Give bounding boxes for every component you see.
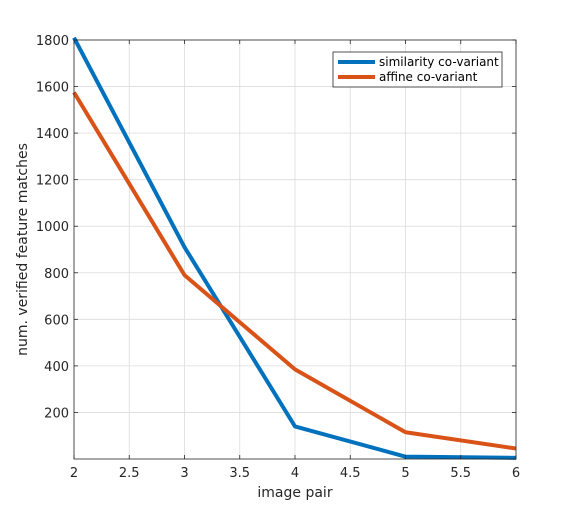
x-tick-label: 4 (291, 466, 299, 481)
grid-lines (73, 39, 517, 459)
x-tick-label: 2.5 (119, 466, 140, 481)
x-axis-label: image pair (257, 485, 332, 501)
y-tick-label: 800 (44, 267, 69, 282)
y-tick-label: 1800 (36, 34, 69, 49)
y-tick-label: 1200 (36, 174, 69, 189)
y-axis-ticks: 200 400 600 800 1000 1200 1400 1600 1800 (36, 34, 516, 421)
x-tick-label: 5.5 (450, 466, 471, 481)
y-axis-label: num. verified feature matches (15, 143, 31, 356)
x-tick-label: 3.5 (229, 466, 250, 481)
y-tick-label: 1400 (36, 127, 69, 142)
y-tick-label: 1000 (36, 220, 69, 235)
x-tick-label: 3 (180, 466, 188, 481)
series-line-affine-co-variant (72, 91, 517, 451)
y-tick-label: 400 (44, 360, 69, 375)
x-tick-label: 5 (401, 466, 409, 481)
x-tick-label: 4.5 (340, 466, 361, 481)
y-tick-label: 200 (44, 406, 69, 421)
y-tick-label: 1600 (36, 81, 69, 96)
y-tick-label: 600 (44, 313, 69, 328)
legend-entry: similarity co-variant (379, 55, 499, 69)
x-tick-label: 6 (512, 466, 520, 481)
series-lines (72, 36, 517, 460)
series-line-similarity-co-variant (72, 36, 517, 460)
legend-box (332, 51, 503, 88)
x-tick-label: 2 (70, 466, 78, 481)
legend-entry: affine co-variant (379, 70, 478, 84)
x-axis-ticks: 2 2.5 3 3.5 4 4.5 5 5.5 6 (70, 40, 520, 481)
